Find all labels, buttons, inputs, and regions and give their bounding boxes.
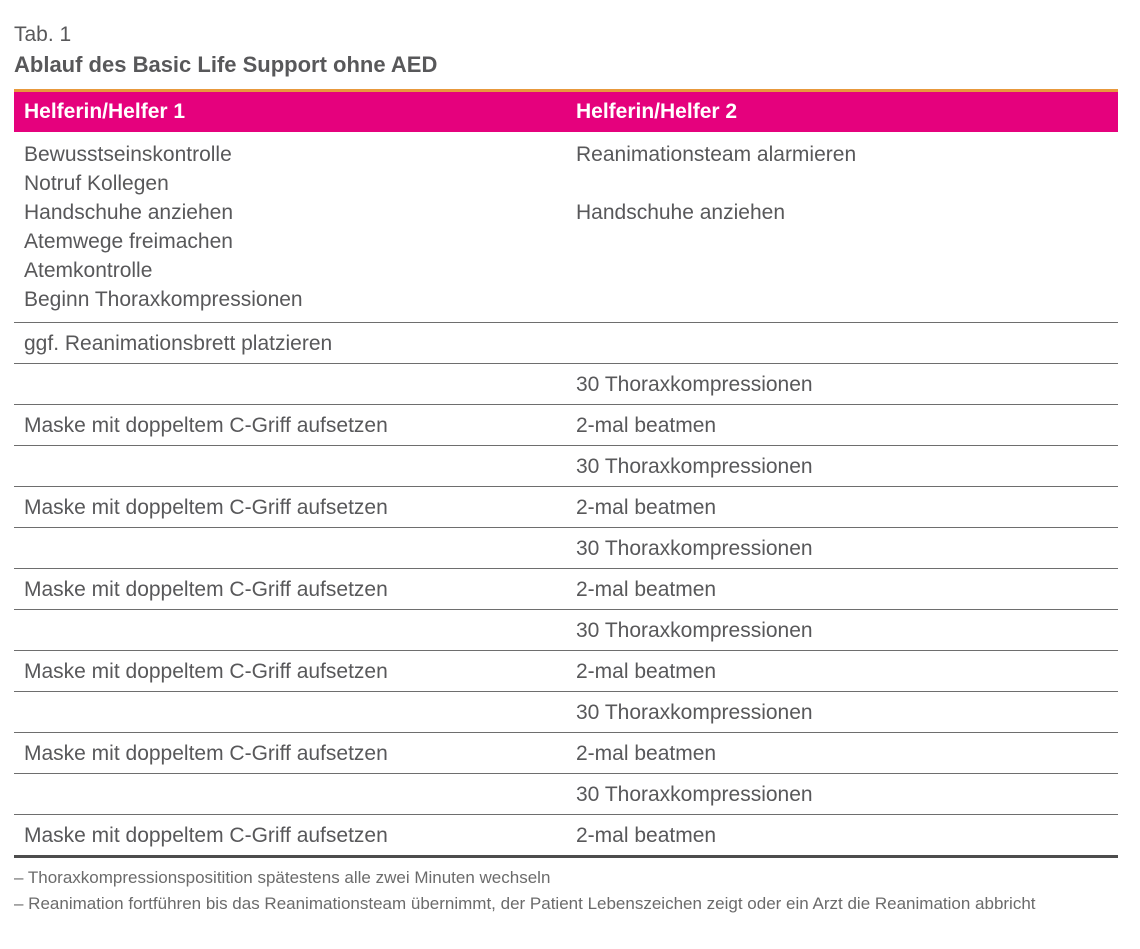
cell-line: Handschuhe anziehen	[24, 201, 233, 224]
cell-helper-1: Maske mit doppeltem C-Griff aufsetzen	[14, 488, 566, 527]
accent-top-bar	[14, 89, 1118, 92]
table-row: Bewusstseinskontrolle Notruf Kollegen Hand…	[14, 132, 1118, 322]
cell-line	[576, 169, 1118, 198]
cell-line: Maske mit doppeltem C-Griff aufsetzen	[24, 495, 388, 519]
table-row: 30 Thoraxkompressionen	[14, 527, 1118, 568]
cell-line: 30 Thoraxkompressionen	[576, 618, 813, 642]
cell-line: Maske mit doppeltem C-Griff aufsetzen	[24, 659, 388, 683]
cell-line: Beginn Thoraxkompressionen	[24, 288, 303, 311]
cell-line: ggf. Reanimationsbrett platzieren	[24, 331, 333, 355]
cell-line: Notruf Kollegen	[24, 172, 169, 195]
table-header-row: Helferin/Helfer 1 Helferin/Helfer 2	[14, 92, 1118, 132]
cell-line	[24, 534, 566, 563]
cell-helper-1: Maske mit doppeltem C-Griff aufsetzen	[14, 652, 566, 691]
cell-helper-1	[14, 693, 566, 732]
cell-helper-2: Reanimationsteam alarmieren Handschuhe a…	[566, 132, 1118, 235]
cell-line: Maske mit doppeltem C-Griff aufsetzen	[24, 577, 388, 601]
cell-line: Atemkontrolle	[24, 259, 153, 282]
table-row: 30 Thoraxkompressionen	[14, 363, 1118, 404]
cell-line: 2-mal beatmen	[576, 659, 717, 683]
cell-helper-1: Maske mit doppeltem C-Griff aufsetzen	[14, 734, 566, 773]
table-row: Maske mit doppeltem C-Griff aufsetzen 2-m…	[14, 732, 1118, 773]
cell-line: Maske mit doppeltem C-Griff aufsetzen	[24, 823, 388, 847]
cell-helper-2: 30 Thoraxkompressionen	[566, 775, 1118, 814]
cell-line: Atemwege freimachen	[24, 230, 233, 253]
cell-helper-2: 2-mal beatmen	[566, 570, 1118, 609]
table-title: Ablauf des Basic Life Support ohne AED	[14, 52, 438, 77]
cell-helper-1	[14, 775, 566, 814]
column-header-helper-2: Helferin/Helfer 2	[576, 100, 738, 123]
cell-line: 30 Thoraxkompressionen	[576, 372, 813, 396]
cell-helper-1: Maske mit doppeltem C-Griff aufsetzen	[14, 570, 566, 609]
cell-helper-2: 30 Thoraxkompressionen	[566, 529, 1118, 568]
cell-line	[24, 616, 566, 645]
table-caption: Tab. 1 Ablauf des Basic Life Support ohn…	[14, 20, 1140, 80]
cell-line	[24, 780, 566, 809]
cell-helper-2	[566, 324, 1118, 363]
cell-line: 2-mal beatmen	[576, 741, 717, 765]
table-row: 30 Thoraxkompressionen	[14, 691, 1118, 732]
cell-line	[24, 698, 566, 727]
cell-line: 30 Thoraxkompressionen	[576, 536, 813, 560]
cell-line	[24, 452, 566, 481]
cell-helper-2: 2-mal beatmen	[566, 488, 1118, 527]
cell-line: 30 Thoraxkompressionen	[576, 700, 813, 724]
table-row: Maske mit doppeltem C-Griff aufsetzen 2-m…	[14, 404, 1118, 445]
column-header-helper-1: Helferin/Helfer 1	[24, 100, 186, 123]
cell-line: 2-mal beatmen	[576, 413, 717, 437]
cell-line: Maske mit doppeltem C-Griff aufsetzen	[24, 413, 388, 437]
table-number: Tab. 1	[14, 23, 72, 46]
table-row: Maske mit doppeltem C-Griff aufsetzen 2-m…	[14, 814, 1118, 855]
cell-helper-2: 30 Thoraxkompressionen	[566, 447, 1118, 486]
cell-helper-1: ggf. Reanimationsbrett platzieren	[14, 324, 566, 363]
table-row: 30 Thoraxkompressionen	[14, 773, 1118, 814]
cell-helper-1	[14, 611, 566, 650]
cell-helper-2: 2-mal beatmen	[566, 406, 1118, 445]
cell-helper-1: Maske mit doppeltem C-Griff aufsetzen	[14, 816, 566, 855]
cell-helper-1	[14, 529, 566, 568]
cell-helper-1	[14, 365, 566, 404]
cell-helper-1: Bewusstseinskontrolle Notruf Kollegen Hand…	[14, 132, 566, 322]
table-row: 30 Thoraxkompressionen	[14, 609, 1118, 650]
table-row: Maske mit doppeltem C-Griff aufsetzen 2-m…	[14, 486, 1118, 527]
cell-helper-2: 30 Thoraxkompressionen	[566, 365, 1118, 404]
cell-line: 2-mal beatmen	[576, 577, 717, 601]
cell-line: 30 Thoraxkompressionen	[576, 782, 813, 806]
cell-line: 2-mal beatmen	[576, 823, 717, 847]
footnotes: – Thoraxkompressionspositition spätesten…	[14, 865, 1140, 917]
cell-line: Bewusstseinskontrolle	[24, 143, 232, 166]
cell-line: Maske mit doppeltem C-Griff aufsetzen	[24, 741, 388, 765]
cell-helper-2: 30 Thoraxkompressionen	[566, 611, 1118, 650]
table-row: Maske mit doppeltem C-Griff aufsetzen 2-m…	[14, 568, 1118, 609]
table-body: Bewusstseinskontrolle Notruf Kollegen Hand…	[14, 132, 1118, 858]
table-row: 30 Thoraxkompressionen	[14, 445, 1118, 486]
bls-table: Helferin/Helfer 1 Helferin/Helfer 2 Bewu…	[14, 89, 1118, 858]
cell-helper-2: 30 Thoraxkompressionen	[566, 693, 1118, 732]
cell-line: 2-mal beatmen	[576, 495, 717, 519]
cell-line: Handschuhe anziehen	[576, 201, 785, 224]
cell-helper-1	[14, 447, 566, 486]
cell-helper-2: 2-mal beatmen	[566, 816, 1118, 855]
cell-helper-1: Maske mit doppeltem C-Griff aufsetzen	[14, 406, 566, 445]
footnote: – Reanimation fortführen bis das Reanima…	[14, 894, 1036, 913]
cell-line	[576, 329, 1118, 358]
footnote: – Thoraxkompressionspositition spätesten…	[14, 868, 551, 887]
table-row: Maske mit doppeltem C-Griff aufsetzen 2-m…	[14, 650, 1118, 691]
cell-line	[24, 370, 566, 399]
cell-line: 30 Thoraxkompressionen	[576, 454, 813, 478]
cell-helper-2: 2-mal beatmen	[566, 734, 1118, 773]
cell-line: Reanimationsteam alarmieren	[576, 143, 857, 166]
table-row: ggf. Reanimationsbrett platzieren	[14, 322, 1118, 363]
cell-helper-2: 2-mal beatmen	[566, 652, 1118, 691]
